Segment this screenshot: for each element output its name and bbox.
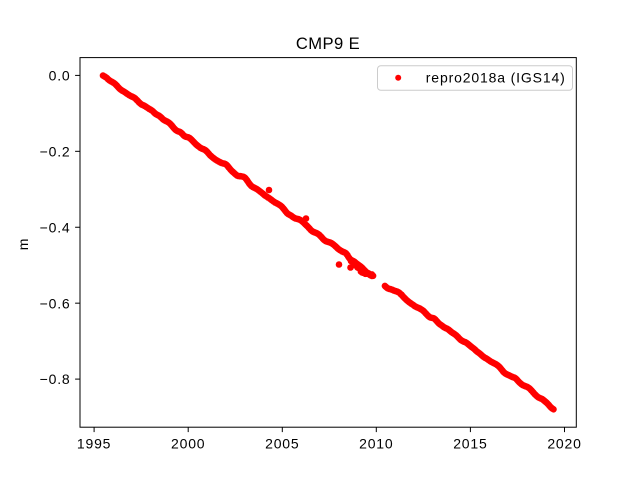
svg-text:0.0: 0.0 [49,68,71,84]
svg-text:1995: 1995 [77,436,111,452]
svg-text:CMP9 E: CMP9 E [296,34,360,53]
svg-text:2020: 2020 [547,436,581,452]
svg-text:2005: 2005 [265,436,299,452]
svg-text:−0.2: −0.2 [40,143,71,159]
svg-text:−0.8: −0.8 [40,371,71,387]
svg-text:m: m [15,238,31,250]
svg-text:2000: 2000 [171,436,205,452]
svg-text:2015: 2015 [453,436,487,452]
svg-text:−0.6: −0.6 [40,295,71,311]
svg-text:repro2018a (IGS14): repro2018a (IGS14) [426,70,566,86]
svg-text:−0.4: −0.4 [40,219,71,235]
svg-text:2010: 2010 [359,436,393,452]
